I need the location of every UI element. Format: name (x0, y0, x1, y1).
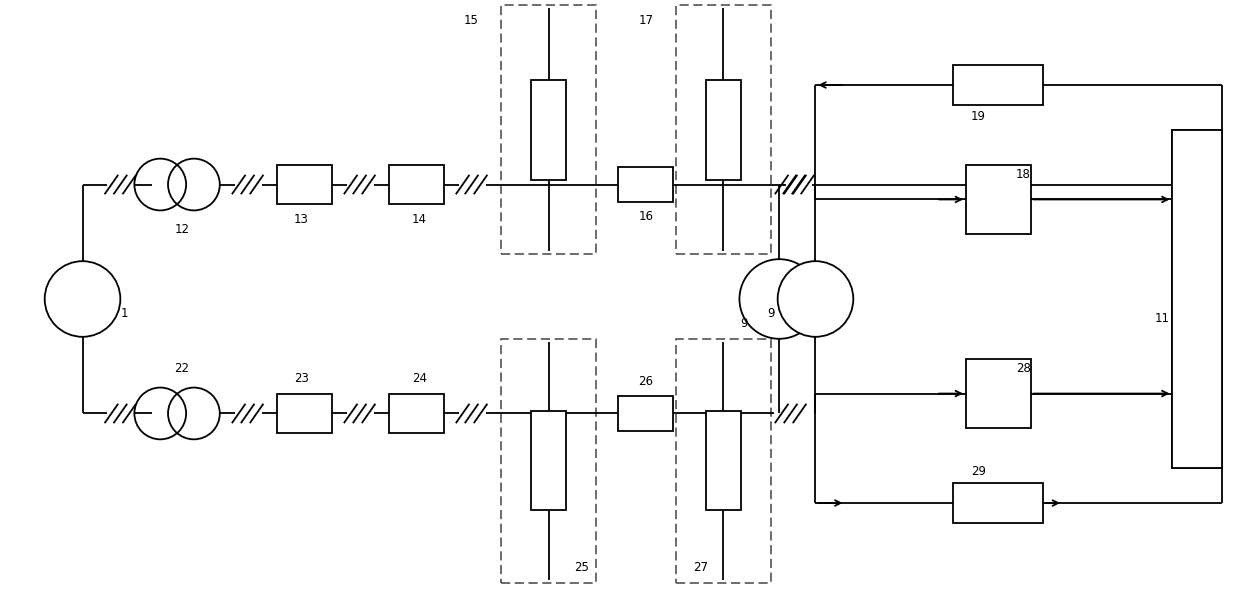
Circle shape (45, 261, 120, 337)
Bar (277, 165, 332, 204)
Bar (619, 396, 673, 431)
Text: 12: 12 (175, 223, 190, 236)
Text: 9: 9 (740, 317, 748, 330)
Bar (676, 339, 771, 583)
Text: 16: 16 (639, 210, 653, 223)
Bar (1172, 129, 1223, 468)
Bar (501, 5, 596, 254)
Text: 18: 18 (1016, 168, 1030, 181)
Text: 11: 11 (1154, 312, 1171, 326)
Text: 9: 9 (768, 308, 775, 320)
Text: 29: 29 (971, 465, 986, 478)
Bar (954, 483, 1043, 523)
Text: 28: 28 (1016, 362, 1030, 375)
Bar (1172, 129, 1223, 468)
Text: 23: 23 (294, 372, 309, 385)
Circle shape (739, 259, 820, 339)
Bar (501, 339, 596, 583)
Bar (531, 411, 567, 510)
Text: 1: 1 (120, 308, 128, 320)
Bar (954, 65, 1043, 105)
Text: 27: 27 (693, 561, 708, 574)
Text: 13: 13 (294, 213, 309, 226)
Text: 25: 25 (574, 561, 589, 574)
Text: 17: 17 (639, 14, 653, 27)
Text: 14: 14 (412, 213, 427, 226)
Text: 24: 24 (412, 372, 427, 385)
Text: 22: 22 (175, 362, 190, 375)
Text: 26: 26 (639, 375, 653, 388)
Bar (706, 80, 740, 179)
Text: 15: 15 (464, 14, 479, 27)
Bar (706, 411, 740, 510)
Bar (966, 359, 1030, 428)
Bar (676, 5, 771, 254)
Bar (531, 80, 567, 179)
Bar (619, 167, 673, 202)
Bar (389, 394, 444, 434)
Bar (277, 394, 332, 434)
Circle shape (777, 261, 853, 337)
Bar (389, 165, 444, 204)
Text: 19: 19 (971, 110, 986, 124)
Bar (966, 165, 1030, 234)
